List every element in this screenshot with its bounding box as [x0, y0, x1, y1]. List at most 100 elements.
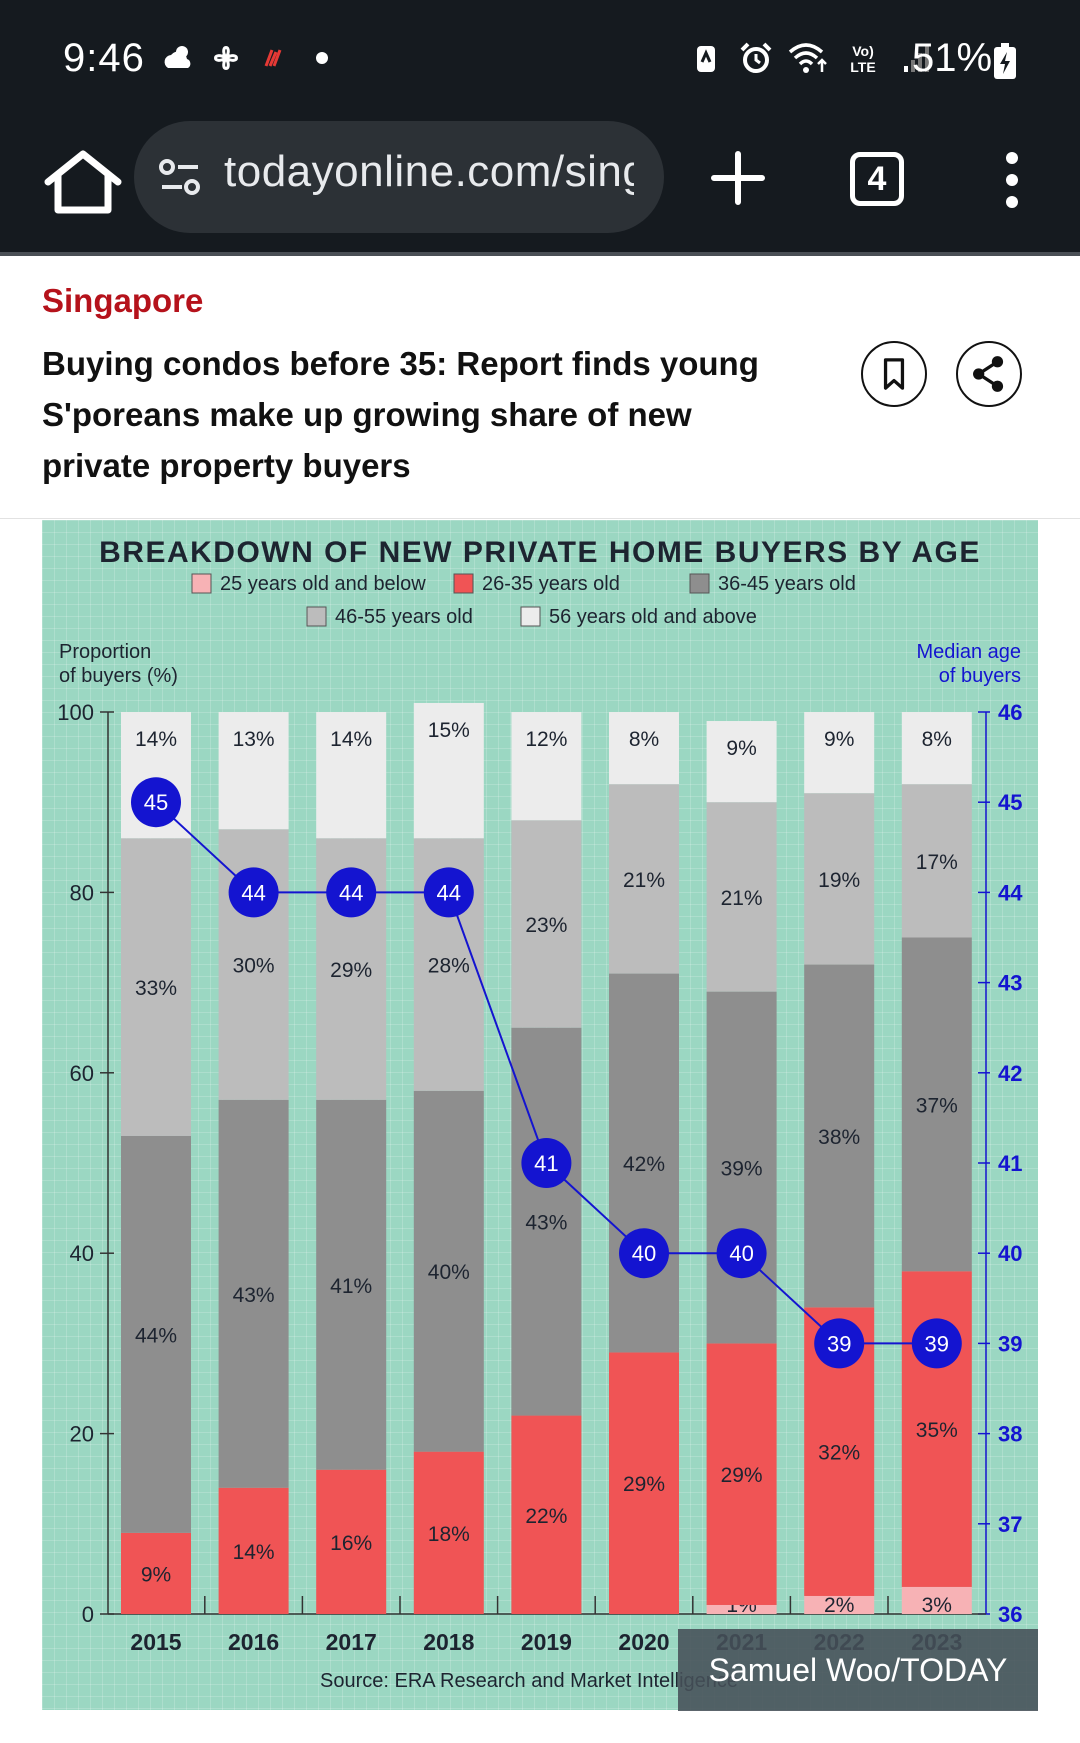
y-axis-tick-label: 80 — [70, 880, 94, 905]
bar-segment — [413, 1451, 484, 1614]
median-age-label: 39 — [925, 1331, 949, 1356]
bar-segment — [609, 784, 679, 974]
bar-segment — [804, 964, 875, 1308]
bar-value-label: 38% — [818, 1126, 860, 1149]
bar-segment — [706, 991, 777, 1344]
bar-segment — [609, 712, 679, 785]
bar-value-label: 8% — [629, 728, 659, 751]
site-settings-icon[interactable] — [158, 157, 202, 197]
legend-label: 36-45 years old — [718, 573, 856, 595]
median-age-label: 45 — [144, 790, 168, 815]
battery-saver-icon — [697, 46, 715, 72]
tab-switcher-button[interactable]: 4 — [850, 152, 904, 206]
volte-icon: Vo) LTE — [850, 43, 875, 75]
y-axis-title: Proportion — [59, 641, 151, 663]
bar-value-label: 22% — [525, 1505, 567, 1528]
status-system-icons: Vo) LTE — [688, 40, 934, 76]
legend-swatch — [191, 573, 212, 594]
bar-segment — [511, 820, 582, 1028]
legend-label: 25 years old and below — [220, 573, 426, 595]
new-tab-button[interactable] — [708, 148, 768, 208]
bar-value-label: 21% — [721, 887, 763, 910]
bar-segment — [609, 1352, 679, 1614]
bar-segment — [218, 1487, 289, 1614]
bar-value-label: 9% — [824, 728, 854, 751]
bar-value-label: 3% — [922, 1594, 952, 1617]
bookmark-button[interactable] — [861, 341, 927, 407]
bar-value-label: 40% — [428, 1261, 470, 1284]
bar-segment — [413, 702, 484, 839]
bar-segment — [121, 1135, 191, 1533]
y-axis-tick-label: 20 — [70, 1422, 94, 1447]
median-age-label: 44 — [437, 880, 461, 905]
app-notification-icon — [264, 49, 282, 67]
legend-swatch — [453, 573, 474, 594]
share-button[interactable] — [956, 341, 1022, 407]
bar-value-label: 29% — [623, 1473, 665, 1496]
bar-value-label: 32% — [818, 1442, 860, 1465]
bar-value-label: 33% — [135, 977, 177, 1000]
bar-segment — [413, 1090, 484, 1452]
bar-segment — [316, 712, 387, 839]
bar-segment — [901, 1586, 972, 1614]
bar-value-label: 35% — [916, 1419, 958, 1442]
bar-value-label: 15% — [428, 719, 470, 742]
signal-icon — [904, 46, 929, 72]
bar-value-label: 17% — [916, 851, 958, 874]
stacked-bar-chart: BREAKDOWN OF NEW PRIVATE HOME BUYERS BY … — [57, 536, 1023, 1692]
bar-value-label: 9% — [726, 737, 756, 760]
legend-label: 26-35 years old — [482, 573, 620, 595]
bar-segment — [121, 1532, 191, 1614]
home-button[interactable] — [38, 148, 128, 218]
bar-value-label: 42% — [623, 1153, 665, 1176]
x-axis-tick-label: 2016 — [228, 1629, 279, 1655]
bar-value-label: 28% — [428, 955, 470, 978]
bar-segment — [804, 1595, 875, 1614]
x-axis-tick-label: 2017 — [326, 1629, 377, 1655]
y-axis-title: of buyers (%) — [59, 665, 178, 687]
bar-segment — [706, 1343, 777, 1605]
bar-value-label: 19% — [818, 869, 860, 892]
y2-axis-title: of buyers — [939, 665, 1021, 687]
median-age-marker — [814, 1318, 865, 1369]
bar-value-label: 23% — [525, 914, 567, 937]
battery-icon — [994, 43, 1016, 79]
median-age-marker — [131, 777, 181, 828]
median-age-label: 44 — [241, 880, 265, 905]
median-age-marker — [326, 867, 377, 918]
median-age-label: 40 — [729, 1241, 753, 1266]
bar-value-label: 44% — [135, 1324, 177, 1347]
alarm-icon — [740, 42, 772, 73]
y2-axis-tick-label: 46 — [998, 700, 1022, 725]
bar-segment — [901, 784, 972, 938]
x-axis-tick-label: 2015 — [130, 1629, 181, 1655]
legend-label: 46-55 years old — [335, 606, 473, 628]
bar-segment — [706, 1604, 777, 1614]
dot-icon — [316, 52, 328, 64]
bar-value-label: 14% — [233, 1541, 275, 1564]
bar-value-label: 14% — [135, 728, 177, 751]
bar-value-label: 43% — [525, 1212, 567, 1235]
bar-value-label: 43% — [233, 1284, 275, 1307]
status-time: 9:46 — [63, 36, 145, 80]
bar-value-label: 21% — [623, 869, 665, 892]
x-axis-tick-label: 2020 — [618, 1629, 669, 1655]
more-options-icon[interactable] — [994, 148, 1030, 212]
y2-axis-tick-label: 42 — [998, 1061, 1022, 1086]
address-bar[interactable]: todayonline.com/singapore — [134, 121, 664, 233]
y2-axis-tick-label: 40 — [998, 1241, 1022, 1266]
y2-axis-tick-label: 38 — [998, 1422, 1022, 1447]
url-text[interactable]: todayonline.com/singapore — [224, 147, 634, 196]
article-category-link[interactable]: Singapore — [42, 282, 204, 319]
x-axis-tick-label: 2018 — [423, 1629, 474, 1655]
chart-title: BREAKDOWN OF NEW PRIVATE HOME BUYERS BY … — [99, 536, 981, 569]
bar-segment — [121, 838, 191, 1136]
legend-swatch — [689, 573, 710, 594]
median-age-marker — [716, 1228, 767, 1279]
y2-axis-tick-label: 43 — [998, 971, 1022, 996]
median-age-marker — [423, 867, 474, 918]
bar-segment — [511, 712, 582, 821]
wifi-icon — [788, 43, 827, 73]
median-age-label: 39 — [827, 1331, 851, 1356]
battery-percentage: 51% — [912, 36, 993, 80]
